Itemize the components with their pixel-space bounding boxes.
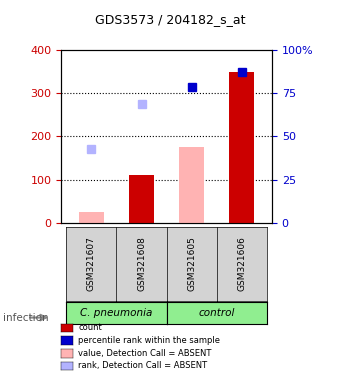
Bar xyxy=(179,147,204,223)
Text: GSM321606: GSM321606 xyxy=(237,237,246,291)
Bar xyxy=(230,71,254,223)
Text: value, Detection Call = ABSENT: value, Detection Call = ABSENT xyxy=(78,349,211,358)
Text: control: control xyxy=(199,308,235,318)
Text: GSM321608: GSM321608 xyxy=(137,237,146,291)
Text: percentile rank within the sample: percentile rank within the sample xyxy=(78,336,220,345)
Text: GSM321605: GSM321605 xyxy=(187,237,196,291)
Text: GSM321607: GSM321607 xyxy=(87,237,96,291)
Bar xyxy=(129,175,154,223)
Text: rank, Detection Call = ABSENT: rank, Detection Call = ABSENT xyxy=(78,361,207,371)
Text: infection: infection xyxy=(3,313,49,323)
Text: GDS3573 / 204182_s_at: GDS3573 / 204182_s_at xyxy=(95,13,245,26)
Bar xyxy=(79,212,104,223)
Text: count: count xyxy=(78,323,102,333)
Text: C. pneumonia: C. pneumonia xyxy=(80,308,153,318)
